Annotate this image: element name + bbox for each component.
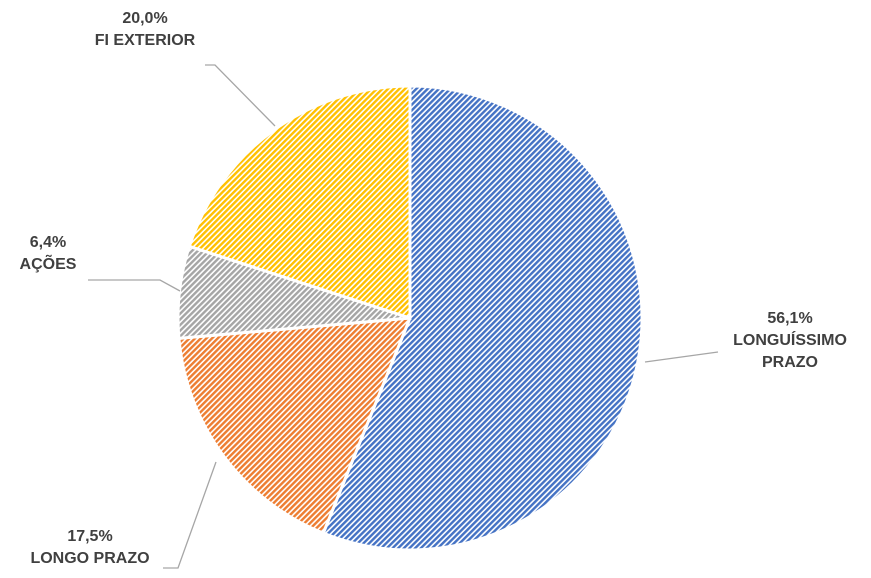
pie-slice [187,84,412,321]
category-label: AÇÕES [19,256,77,273]
leader-line [88,279,181,292]
category-label: FI EXTERIOR [94,32,196,49]
data-label: 56,1% LONGUÍSSIMO PRAZO [715,308,865,374]
pie-slice [321,84,644,552]
value-label: 56,1% [767,310,813,327]
value-label: 20,0% [122,10,168,27]
data-label: 6,4% AÇÕES [8,232,88,276]
pie-slice [177,316,413,536]
leader-line [163,461,217,569]
category-label: LONGO PRAZO [30,550,150,567]
category-label: LONGUÍSSIMO PRAZO [733,332,847,371]
value-label: 17,5% [67,528,113,545]
data-label: 17,5% LONGO PRAZO [5,526,175,570]
leader-line [205,64,276,127]
leader-line [644,351,719,363]
value-label: 6,4% [29,234,67,251]
data-label: 20,0% FI EXTERIOR [60,8,230,52]
